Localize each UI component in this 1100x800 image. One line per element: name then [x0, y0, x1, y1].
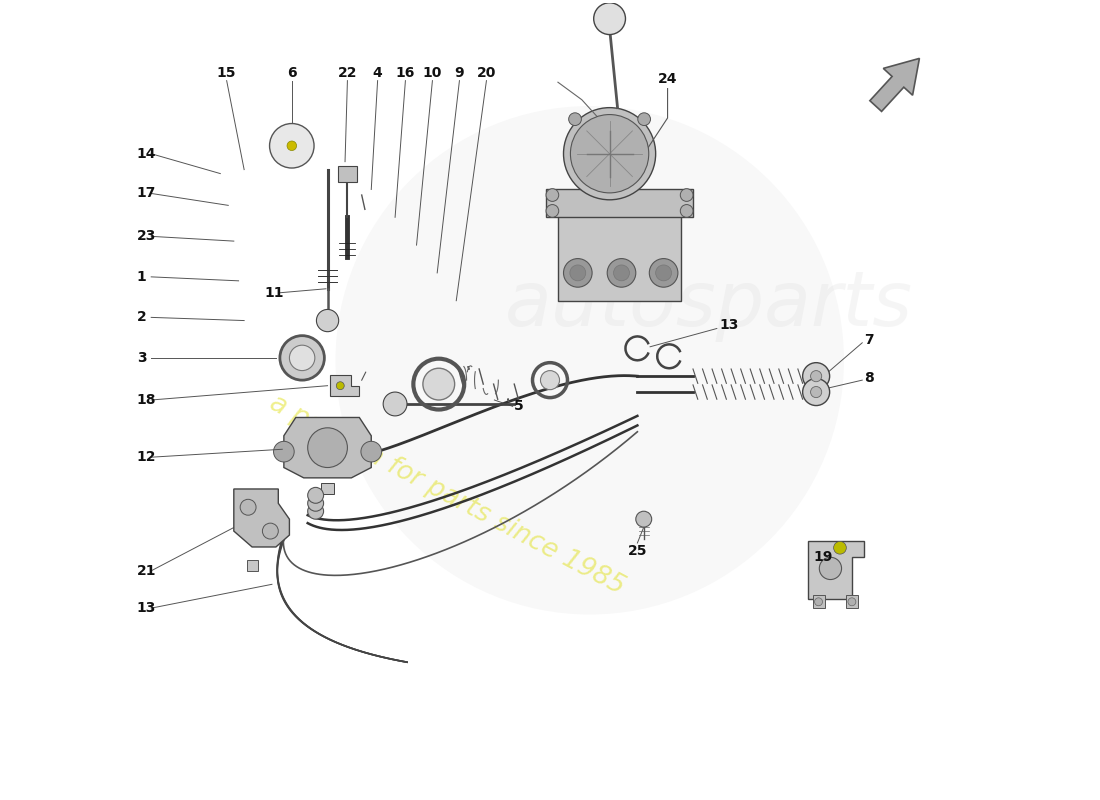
Circle shape — [811, 386, 822, 398]
Polygon shape — [808, 542, 864, 598]
Circle shape — [820, 558, 842, 579]
FancyBboxPatch shape — [246, 560, 257, 571]
Circle shape — [540, 370, 560, 390]
Circle shape — [607, 258, 636, 287]
Text: 17: 17 — [136, 186, 156, 201]
Text: 23: 23 — [136, 230, 156, 243]
Circle shape — [308, 428, 348, 467]
Circle shape — [563, 108, 656, 200]
Polygon shape — [330, 374, 360, 396]
Circle shape — [308, 495, 323, 511]
FancyArrow shape — [870, 58, 920, 111]
Circle shape — [649, 258, 678, 287]
Circle shape — [289, 345, 315, 370]
Text: 9: 9 — [454, 66, 464, 80]
Text: 25: 25 — [628, 544, 647, 558]
Circle shape — [263, 523, 278, 539]
Circle shape — [656, 265, 671, 281]
Text: 2: 2 — [136, 310, 146, 324]
Text: autosparts: autosparts — [505, 268, 913, 342]
Text: 1: 1 — [136, 270, 146, 284]
Circle shape — [287, 141, 297, 150]
Text: 16: 16 — [396, 66, 415, 80]
Text: 13: 13 — [719, 318, 738, 331]
Circle shape — [546, 205, 559, 218]
FancyBboxPatch shape — [546, 190, 693, 218]
Circle shape — [636, 511, 651, 527]
FancyBboxPatch shape — [338, 166, 358, 182]
Circle shape — [308, 487, 323, 503]
Circle shape — [240, 499, 256, 515]
Circle shape — [308, 503, 323, 519]
Text: 14: 14 — [136, 146, 156, 161]
Text: 11: 11 — [264, 286, 284, 300]
Text: 19: 19 — [814, 550, 833, 564]
Circle shape — [383, 392, 407, 416]
Circle shape — [361, 442, 382, 462]
Circle shape — [614, 265, 629, 281]
Circle shape — [546, 189, 559, 202]
Circle shape — [563, 258, 592, 287]
Text: 3: 3 — [136, 351, 146, 365]
Circle shape — [270, 123, 315, 168]
Circle shape — [680, 189, 693, 202]
Text: a passion for parts since 1985: a passion for parts since 1985 — [265, 390, 629, 600]
Circle shape — [570, 265, 585, 281]
Text: 13: 13 — [136, 601, 156, 615]
Polygon shape — [284, 418, 372, 478]
Text: 4: 4 — [373, 66, 383, 80]
Circle shape — [569, 113, 582, 126]
Circle shape — [317, 310, 339, 332]
Polygon shape — [234, 489, 289, 547]
FancyBboxPatch shape — [558, 214, 681, 301]
Text: 12: 12 — [136, 450, 156, 464]
Circle shape — [638, 113, 650, 126]
Text: 15: 15 — [217, 66, 236, 80]
Circle shape — [803, 378, 829, 406]
Text: 22: 22 — [338, 66, 358, 80]
Text: 8: 8 — [864, 370, 873, 385]
Circle shape — [803, 362, 829, 390]
Circle shape — [811, 370, 822, 382]
FancyBboxPatch shape — [321, 482, 334, 494]
Circle shape — [279, 336, 324, 380]
Circle shape — [571, 114, 649, 193]
Text: 7: 7 — [864, 334, 873, 347]
Text: 20: 20 — [476, 66, 496, 80]
Circle shape — [680, 205, 693, 218]
Circle shape — [422, 368, 454, 400]
Text: 10: 10 — [422, 66, 442, 80]
Circle shape — [594, 2, 626, 34]
Circle shape — [274, 442, 294, 462]
Text: 6: 6 — [287, 66, 297, 80]
FancyBboxPatch shape — [813, 595, 825, 608]
Text: 5: 5 — [515, 399, 524, 414]
Circle shape — [337, 382, 344, 390]
Text: 24: 24 — [658, 72, 678, 86]
Text: 21: 21 — [136, 564, 156, 578]
Circle shape — [848, 598, 856, 606]
Circle shape — [814, 598, 823, 606]
Circle shape — [336, 106, 844, 614]
Text: 18: 18 — [136, 393, 156, 407]
Circle shape — [834, 542, 846, 554]
FancyBboxPatch shape — [846, 595, 858, 608]
